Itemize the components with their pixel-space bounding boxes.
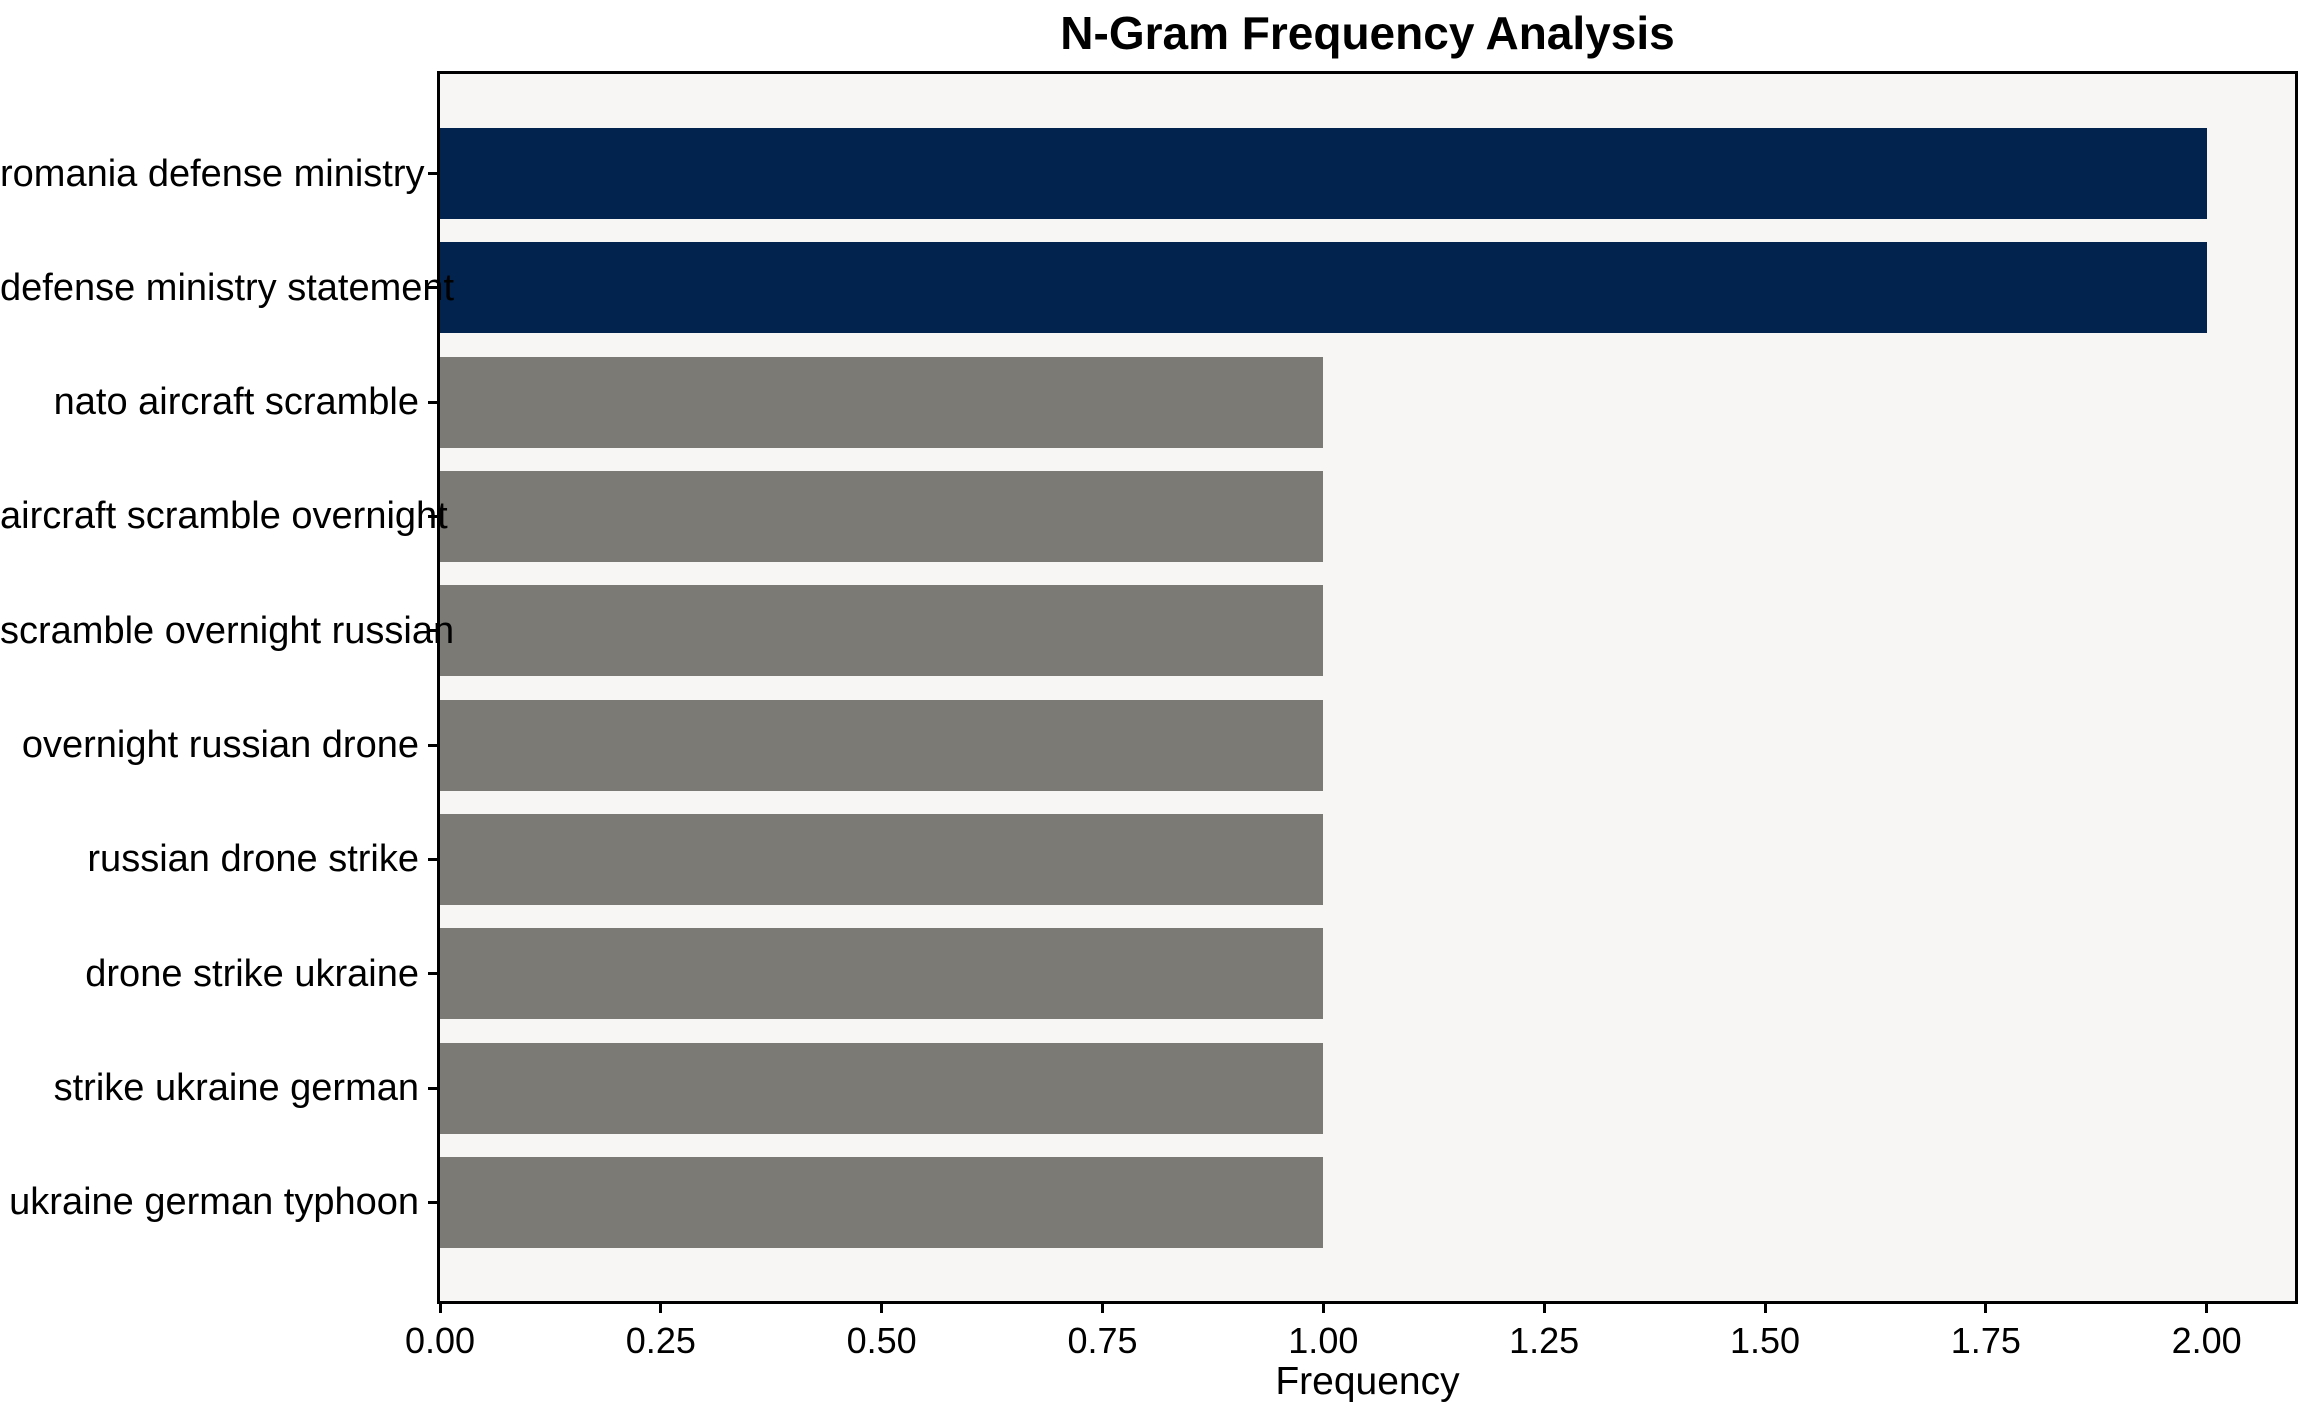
x-tick-label: 0.25 (625, 1320, 696, 1361)
y-tick-mark (428, 514, 437, 518)
x-axis-title: Frequency (1275, 1360, 1460, 1403)
y-tick-label: overnight russian drone (21, 724, 419, 767)
y-tick-mark (428, 972, 437, 976)
x-tick-label: 1.50 (1729, 1320, 1801, 1361)
y-tick-mark (428, 857, 437, 861)
x-tick-mark (1542, 1304, 1546, 1313)
bar (440, 813, 1324, 905)
bar (440, 1042, 1324, 1134)
x-tick-mark (1984, 1304, 1988, 1313)
x-tick-mark (1101, 1304, 1104, 1313)
y-tick-mark (428, 629, 437, 633)
bar (440, 470, 1324, 562)
y-tick-label: nato aircraft scramble (53, 381, 419, 424)
chart-title: N-Gram Frequency Analysis (1060, 7, 1675, 59)
bar (440, 1156, 1324, 1248)
x-tick-mark (1763, 1304, 1767, 1313)
x-tick-label: 2.00 (2171, 1320, 2242, 1361)
bar (440, 242, 2207, 334)
y-tick-mark (428, 743, 437, 747)
x-tick-label: 1.00 (1288, 1320, 1359, 1361)
y-tick-mark (428, 1086, 437, 1090)
x-tick-mark (438, 1304, 442, 1313)
x-tick-label: 1.25 (1509, 1320, 1580, 1361)
x-tick-label: 1.75 (1950, 1320, 2021, 1361)
y-tick-label: scramble overnight russian (0, 609, 455, 652)
bar (440, 699, 1324, 791)
y-tick-label: romania defense ministry (0, 152, 425, 195)
x-tick-mark (2205, 1304, 2209, 1313)
y-tick-label: aircraft scramble overnight (0, 495, 448, 538)
y-tick-label: ukraine german typhoon (9, 1181, 419, 1224)
bar (440, 356, 1324, 448)
x-tick-mark (880, 1304, 884, 1313)
y-tick-mark (428, 286, 437, 290)
bar (440, 128, 2207, 219)
bars-layer (440, 74, 2295, 1301)
x-tick-mark (659, 1304, 663, 1313)
bar (440, 928, 1324, 1020)
x-tick-label: 0.50 (846, 1320, 917, 1361)
y-tick-mark (428, 172, 437, 175)
plot-area (437, 71, 2298, 1304)
x-tick-label: 0.75 (1067, 1320, 1138, 1361)
y-tick-label: russian drone strike (87, 838, 419, 881)
x-tick-mark (1321, 1304, 1325, 1313)
y-tick-mark (428, 1200, 437, 1204)
y-tick-label: drone strike ukraine (85, 952, 419, 995)
bar (440, 585, 1324, 677)
y-tick-label: strike ukraine german (53, 1067, 419, 1110)
y-tick-label: defense ministry statement (0, 266, 455, 309)
x-tick-label: 0.00 (404, 1320, 476, 1361)
y-tick-mark (428, 400, 437, 404)
